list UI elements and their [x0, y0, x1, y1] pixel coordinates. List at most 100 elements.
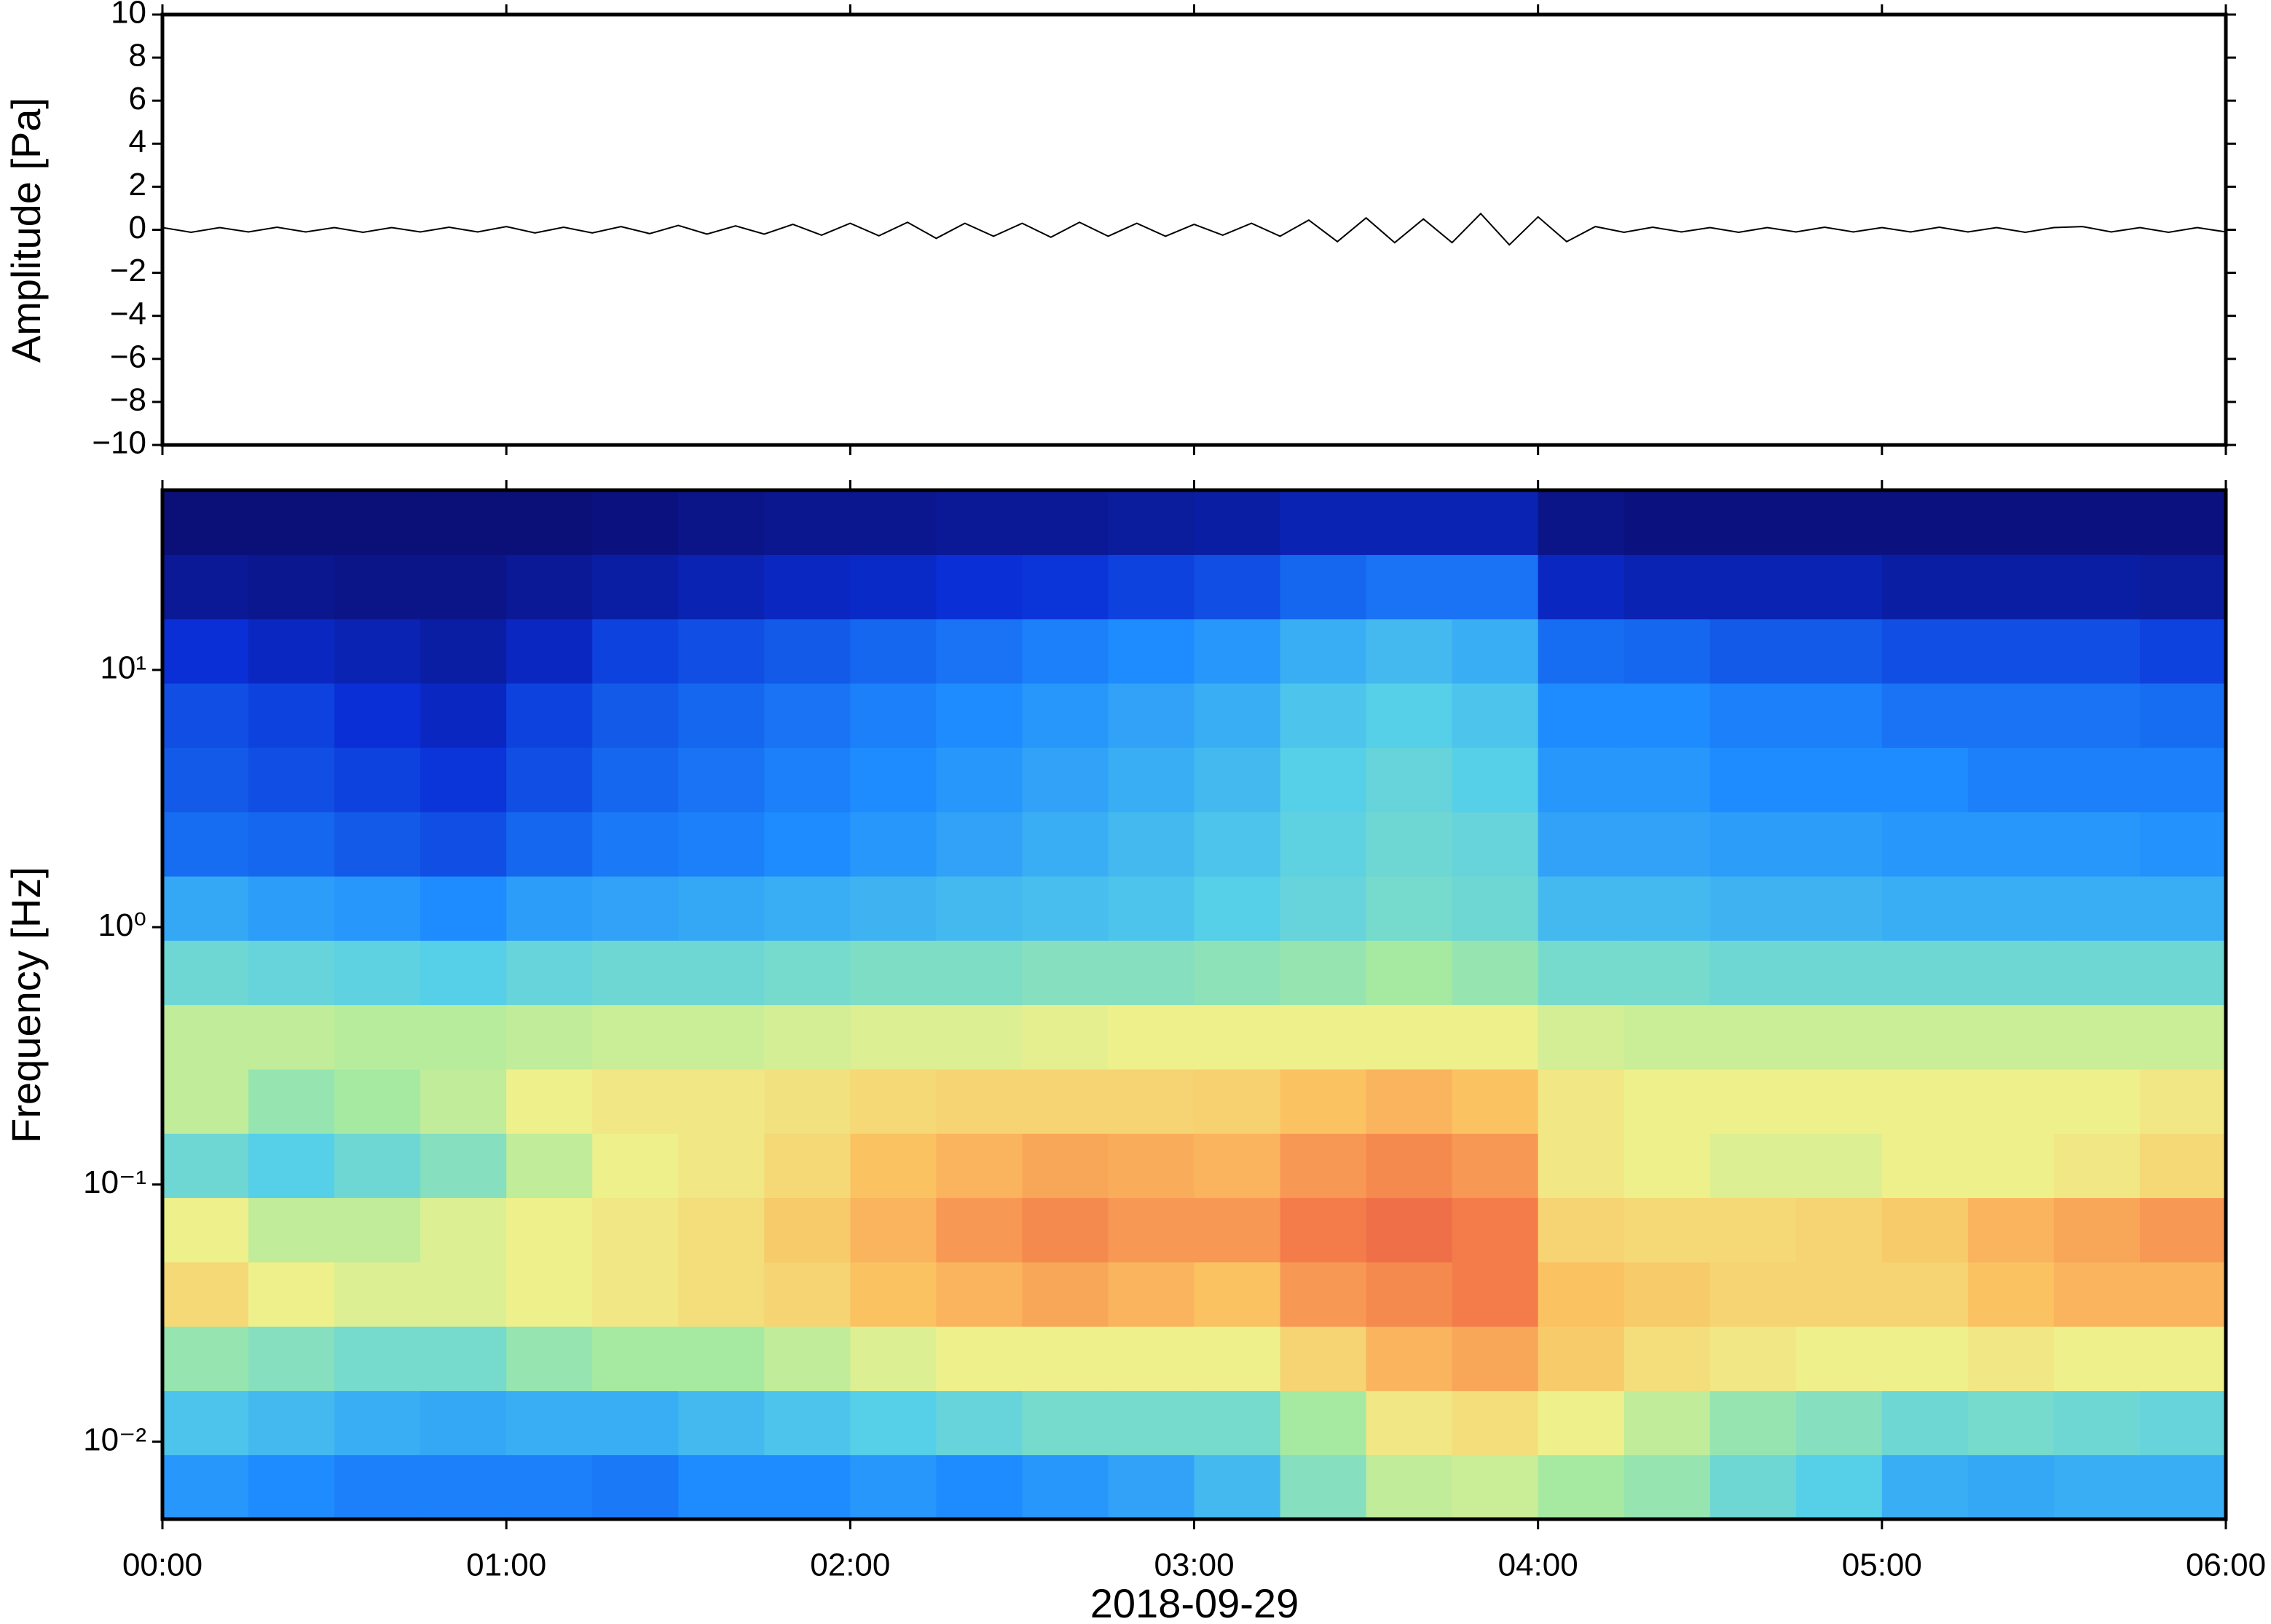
spectrogram-cell: [248, 554, 335, 620]
spectrogram-cell: [1366, 811, 1453, 877]
spectrogram-cell: [420, 1454, 507, 1520]
spectrogram-cell: [592, 618, 679, 684]
spectrogram-cell: [1452, 1261, 1539, 1327]
spectrogram-cell: [2139, 490, 2227, 556]
spectrogram-cell: [850, 1454, 937, 1520]
spectrogram-cell: [1709, 554, 1797, 620]
spectrogram-cell: [2053, 490, 2141, 556]
spectrogram-cell: [1022, 875, 1109, 941]
spectrogram-cell: [1967, 875, 2055, 941]
spectrogram-cell: [248, 1390, 335, 1456]
spectrogram-cell: [1795, 940, 1883, 1006]
spectrogram-cell: [1538, 1454, 1625, 1520]
spectrogram-cell: [162, 490, 249, 556]
spectrogram-cell: [764, 940, 851, 1006]
spectrogram-cell: [1795, 875, 1883, 941]
spectrogram-cell: [248, 747, 335, 813]
spectrogram-cell: [1280, 1326, 1367, 1392]
spectrogram-cell: [1795, 1133, 1883, 1199]
spectrogram-cell: [334, 811, 421, 877]
spectrogram-cell: [850, 618, 937, 684]
spectrogram-cell: [1452, 1197, 1539, 1263]
spectrogram-cell: [850, 1068, 937, 1134]
spectrogram-cell: [2053, 1068, 2141, 1134]
spectrogram-cell: [764, 1390, 851, 1456]
x-tick-label: 01:00: [466, 1548, 546, 1583]
spectrogram-cell: [162, 811, 249, 877]
spectrogram-cell: [420, 1197, 507, 1263]
spectrogram-cell: [1538, 1133, 1625, 1199]
spectrogram-cell: [1881, 747, 1969, 813]
spectrogram-cell: [248, 940, 335, 1006]
spectrogram-cell: [2053, 747, 2141, 813]
y-tick-label: 8: [129, 38, 146, 74]
spectrogram-cell: [592, 1133, 679, 1199]
spectrogram-cell: [1967, 747, 2055, 813]
spectrogram-cell: [1709, 682, 1797, 748]
spectrogram-cell: [1795, 1326, 1883, 1392]
spectrogram-cell: [1709, 811, 1797, 877]
y-tick-label: 10⁻¹: [83, 1164, 146, 1200]
spectrogram-cell: [936, 747, 1023, 813]
spectrogram-cell: [1623, 1197, 1711, 1263]
spectrogram-cell: [850, 1197, 937, 1263]
spectrogram-cell: [1108, 1261, 1195, 1327]
spectrogram-cell: [1108, 1454, 1195, 1520]
spectrogram-cell: [592, 682, 679, 748]
spectrogram-cell: [936, 1454, 1023, 1520]
spectrogram-cell: [2139, 1133, 2227, 1199]
spectrogram-cell: [248, 1326, 335, 1392]
spectrogram-cell: [248, 682, 335, 748]
spectrogram-cell: [1022, 554, 1109, 620]
spectrogram-cell: [1280, 554, 1367, 620]
spectrogram-cell: [850, 747, 937, 813]
spectrogram-cell: [1022, 1068, 1109, 1134]
spectrogram-cell: [936, 618, 1023, 684]
spectrogram-cell: [592, 1004, 679, 1070]
spectrogram-cell: [334, 618, 421, 684]
spectrogram-cell: [764, 1197, 851, 1263]
spectrogram-cell: [764, 490, 851, 556]
spectrogram-cell: [1022, 1004, 1109, 1070]
spectrogram-cell: [334, 554, 421, 620]
spectrogram-cell: [420, 490, 507, 556]
y-tick-label: 10¹: [100, 650, 146, 686]
spectrogram-cell: [1623, 1454, 1711, 1520]
spectrogram-cell: [1452, 1390, 1539, 1456]
spectrogram-cell: [1280, 1197, 1367, 1263]
spectrogram-cell: [678, 747, 765, 813]
spectrogram-cell: [1623, 554, 1711, 620]
spectrogram-cell: [162, 1454, 249, 1520]
spectrogram-cell: [1538, 875, 1625, 941]
spectrogram-cell: [1967, 811, 2055, 877]
spectrogram-cell: [248, 1068, 335, 1134]
spectrogram-cell: [2053, 1133, 2141, 1199]
spectrogram-cell: [334, 1068, 421, 1134]
spectrogram-cell: [850, 682, 937, 748]
spectrogram-cell: [2139, 1068, 2227, 1134]
y-tick-label: −8: [110, 382, 146, 418]
spectrogram-cell: [1452, 1454, 1539, 1520]
spectrogram-cell: [850, 1133, 937, 1199]
spectrogram-cell: [506, 940, 593, 1006]
spectrogram-cell: [764, 747, 851, 813]
spectrogram-cell: [1194, 1133, 1281, 1199]
spectrogram-cell: [678, 1390, 765, 1456]
spectrogram-cell: [334, 490, 421, 556]
spectrogram-cell: [1280, 682, 1367, 748]
spectrogram-cell: [1709, 1133, 1797, 1199]
spectrogram-cell: [1623, 1133, 1711, 1199]
spectrogram-cell: [850, 875, 937, 941]
spectrogram-cell: [162, 618, 249, 684]
spectrogram-cell: [936, 682, 1023, 748]
spectrogram-cell: [1881, 682, 1969, 748]
spectrogram-cell: [1881, 1197, 1969, 1263]
spectrogram-cell: [1280, 811, 1367, 877]
x-tick-label: 05:00: [1842, 1548, 1922, 1583]
spectrogram-cell: [592, 1326, 679, 1392]
spectrogram-cell: [334, 1454, 421, 1520]
spectrogram-cell: [1366, 490, 1453, 556]
spectrogram-cell: [420, 1261, 507, 1327]
spectrogram-cell: [1108, 1004, 1195, 1070]
spectrogram-cell: [506, 1261, 593, 1327]
